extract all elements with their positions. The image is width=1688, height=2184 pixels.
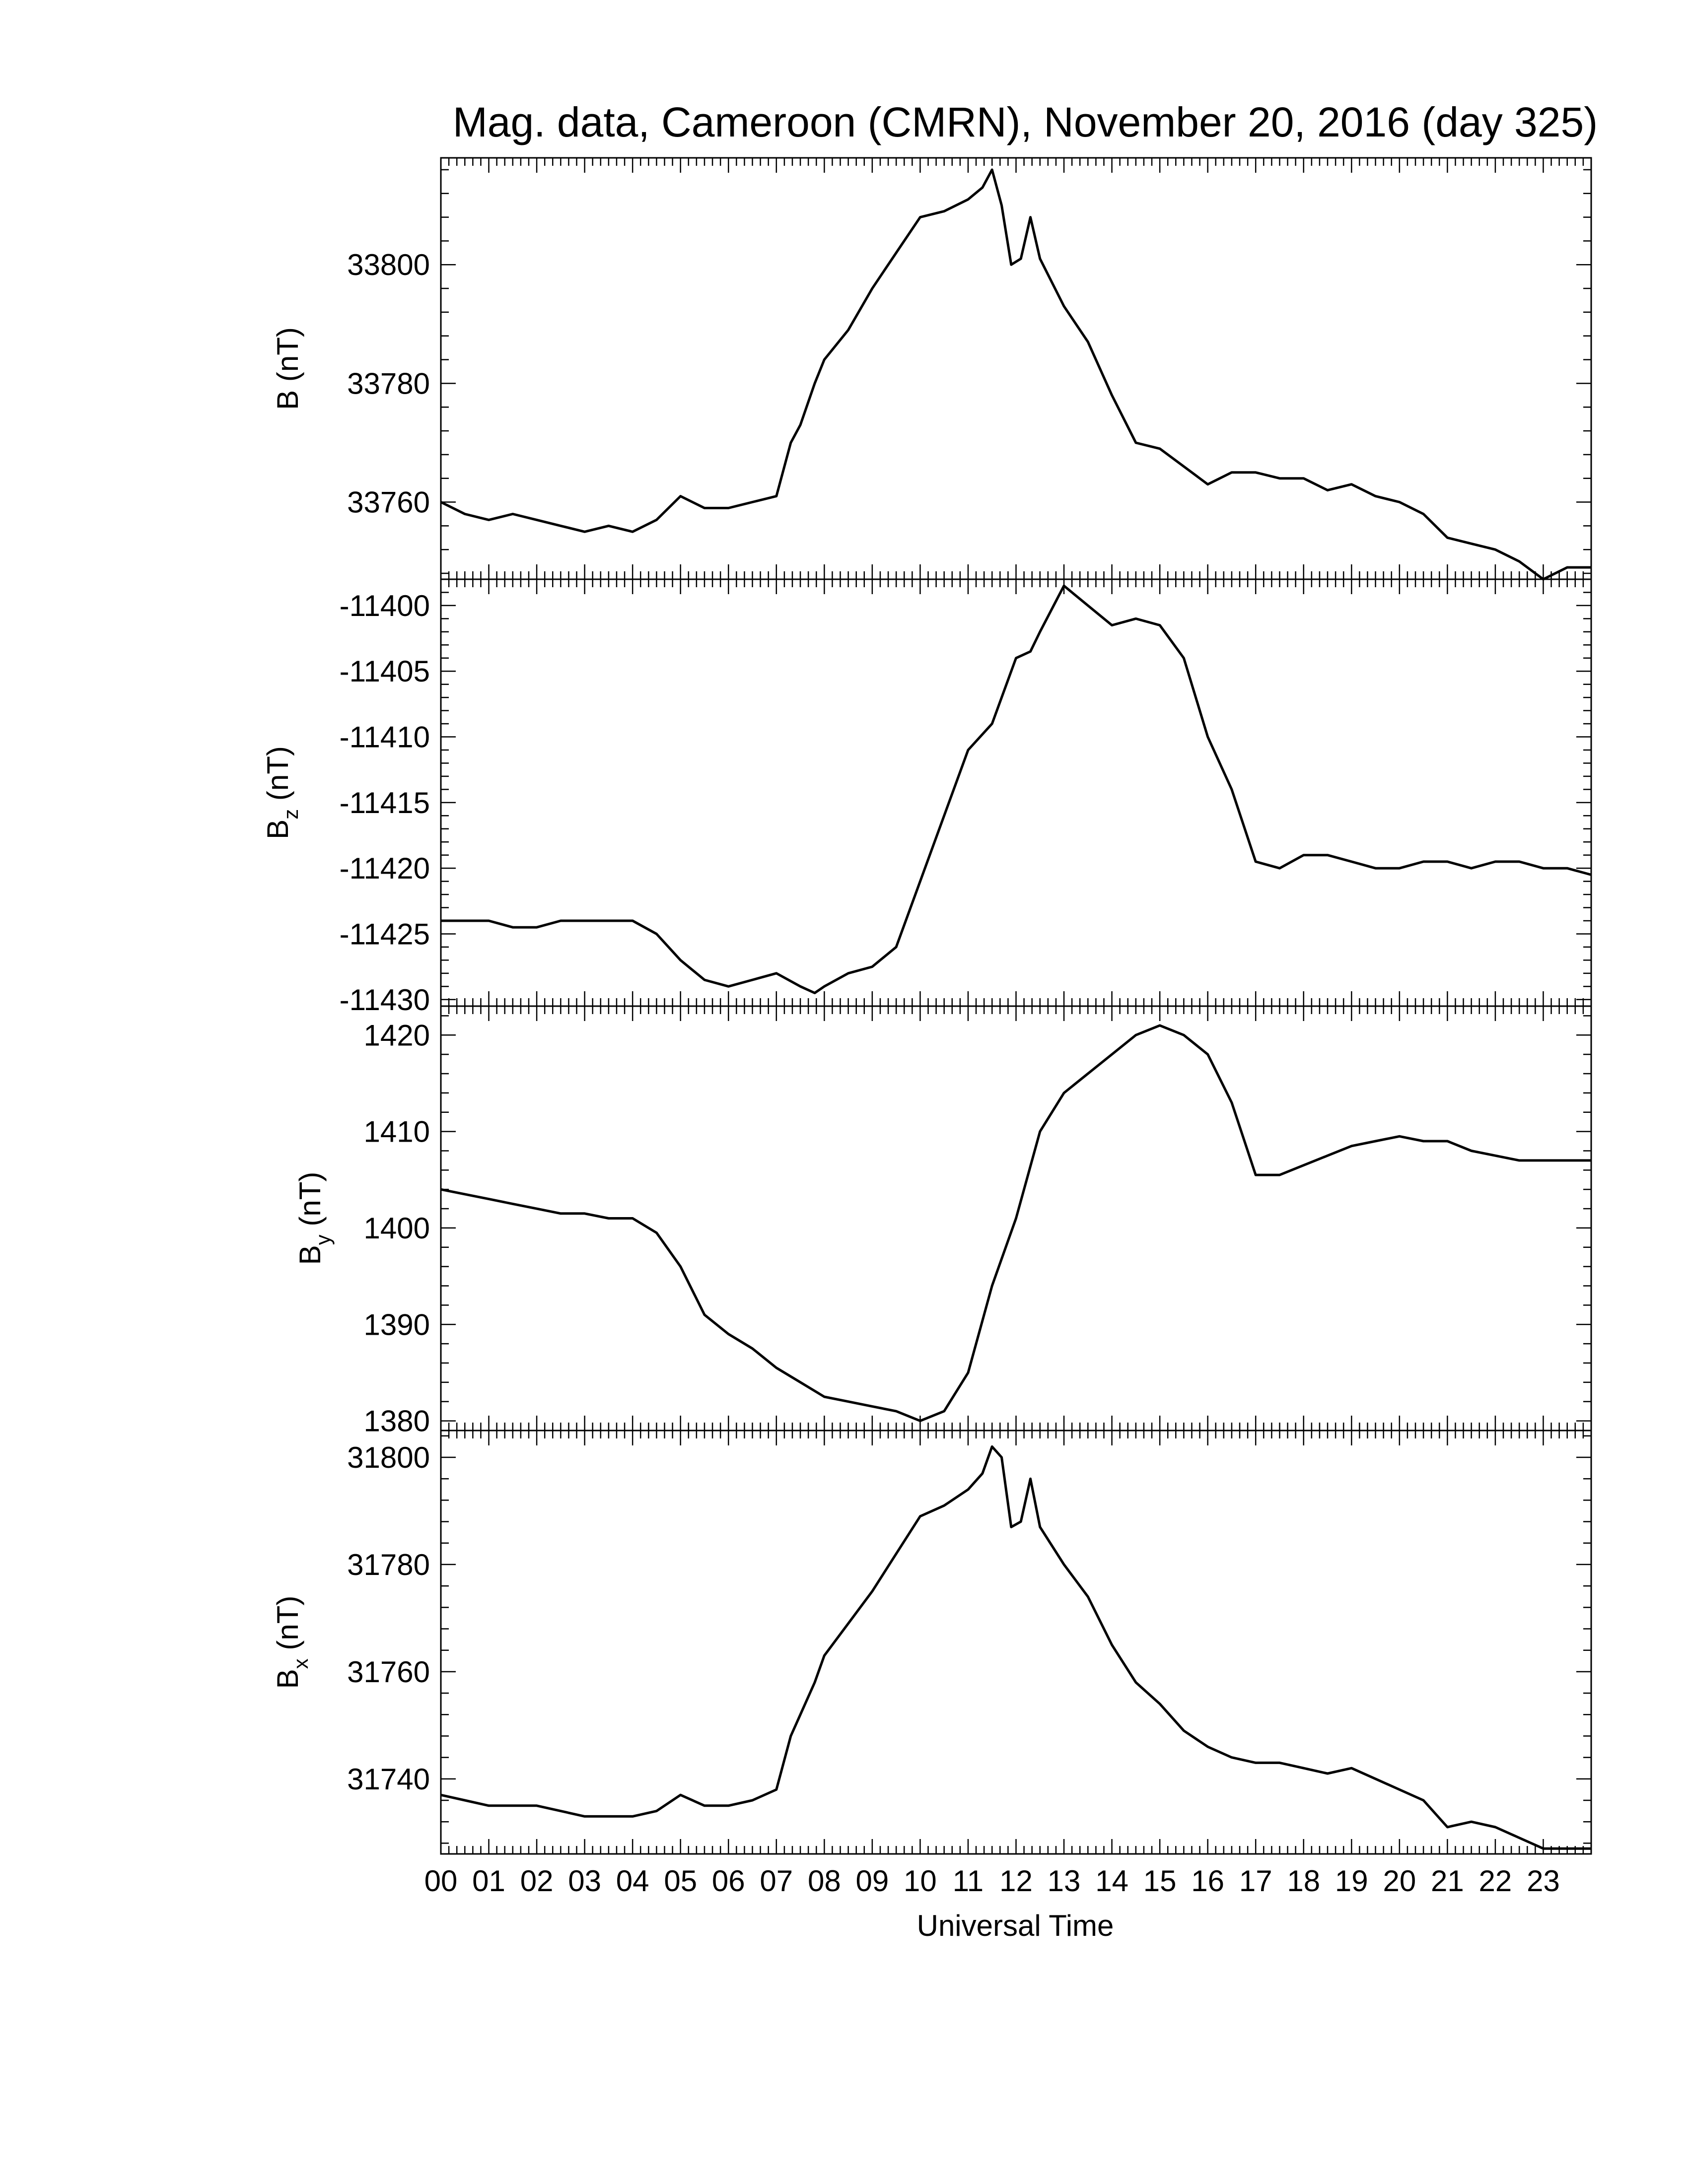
y-tick-label-Bz: -11430	[340, 983, 430, 1017]
x-tick-label: 04	[616, 1864, 649, 1898]
y-tick-label-By: 1410	[364, 1115, 430, 1149]
x-tick-label: 23	[1527, 1864, 1560, 1898]
series-line-Bz	[441, 584, 1592, 994]
series-line-Bx	[440, 1445, 1591, 1850]
y-tick-label-Bx: 31800	[347, 1441, 430, 1474]
y-axis-label-Bz: Bz (nT)	[261, 746, 302, 839]
y-tick-label-B: 33800	[347, 248, 430, 281]
y-tick-label-By: 1420	[364, 1019, 430, 1052]
x-tick-label: 22	[1479, 1864, 1512, 1898]
x-tick-label: 12	[999, 1864, 1033, 1898]
y-tick-label-Bx: 31760	[347, 1655, 430, 1689]
x-tick-label: 07	[760, 1864, 793, 1898]
x-tick-label: 08	[808, 1864, 841, 1898]
x-tick-label: 05	[664, 1864, 697, 1898]
x-tick-label: 16	[1191, 1864, 1224, 1898]
panel-B: 33760 33780 33800 B (nT)	[271, 157, 1592, 581]
y-tick-label-Bz: -11405	[340, 655, 430, 688]
y-tick-label-Bz: -11425	[340, 917, 430, 951]
x-tick-label: 17	[1239, 1864, 1272, 1898]
series-line-B	[440, 168, 1591, 581]
y-tick-label-By: 1390	[364, 1308, 430, 1341]
y-axis-label-B: B (nT)	[271, 327, 304, 410]
x-tick-label: 19	[1335, 1864, 1368, 1898]
y-tick-label-Bz: -11410	[340, 721, 430, 754]
y-tick-label-By: 1400	[364, 1212, 430, 1245]
x-tick-label: 03	[568, 1864, 601, 1898]
y-tick-label-B: 33780	[347, 367, 430, 400]
y-tick-label-Bz: -11415	[340, 786, 430, 819]
x-tick-label: 01	[472, 1864, 505, 1898]
y-tick-label-By: 1380	[364, 1405, 430, 1438]
y-tick-label-Bz: -11400	[340, 589, 430, 622]
x-tick-label: 06	[712, 1864, 745, 1898]
y-tick-label-Bz: -11420	[340, 852, 430, 885]
y-axis-label-Bx: Bx (nT)	[271, 1596, 312, 1689]
x-tick-label: 10	[904, 1864, 937, 1898]
x-tick-label: 21	[1431, 1864, 1464, 1898]
x-tick-label: 14	[1095, 1864, 1128, 1898]
series-line-By	[440, 1024, 1591, 1423]
y-tick-label-Bx: 31780	[347, 1548, 430, 1581]
panel-Bz: -11400 -11405 -11410 -11415 -11420 -11425 -114…	[261, 578, 1592, 1017]
x-tick-label: 13	[1048, 1864, 1081, 1898]
y-axis-label-By: By (nT)	[293, 1172, 335, 1265]
x-tick-label: 11	[953, 1864, 984, 1898]
x-axis-label: Universal Time	[917, 1909, 1114, 1942]
x-tick-label: 00	[424, 1864, 458, 1898]
y-tick-label-Bx: 31740	[347, 1763, 430, 1796]
panel-Bx: 31740 31760 31780 31800 Bx (nT)	[271, 1430, 1592, 1855]
chart-title: Mag. data, Cameroon (CMRN), November 20,…	[453, 99, 1598, 145]
y-tick-label-B: 33760	[347, 486, 430, 519]
x-tick-label: 09	[856, 1864, 889, 1898]
x-tick-label: 20	[1383, 1864, 1416, 1898]
x-tick-label: 18	[1287, 1864, 1320, 1898]
x-tick-label: 15	[1143, 1864, 1177, 1898]
x-tick-label: 02	[520, 1864, 554, 1898]
